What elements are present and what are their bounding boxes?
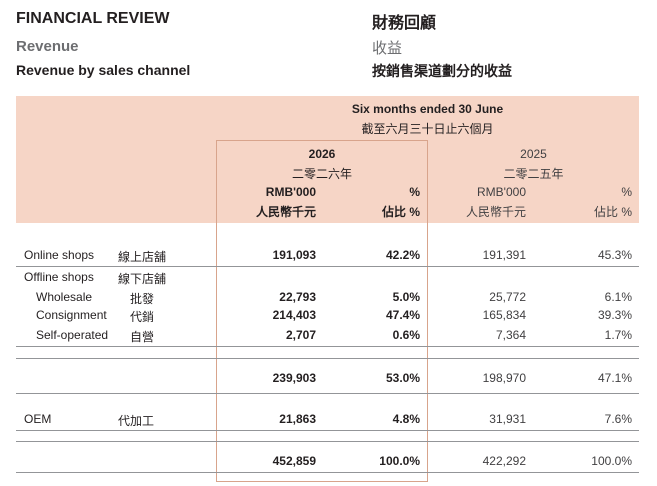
table-header-band: [16, 96, 639, 223]
row-label: Self-operated: [36, 328, 109, 342]
section-title: Revenue: [16, 38, 79, 55]
cell-2025-pct-total: 100.0%: [591, 454, 632, 468]
cell-2025-pct-subtotal: 47.1%: [597, 371, 632, 385]
row-label: Online shops: [24, 248, 95, 262]
row-divider: [16, 346, 639, 347]
cell-2025-value-subtotal: 198,970: [482, 371, 526, 385]
cell-2026-pct: 42.2%: [385, 248, 420, 262]
cell-2025-value-total: 422,292: [482, 454, 526, 468]
cell-2025-pct: 39.3%: [597, 308, 632, 322]
row-divider: [16, 358, 639, 359]
cell-2026-pct: 0.6%: [392, 328, 420, 342]
row-label-zh: 線下店舖: [118, 272, 167, 286]
cell-2026-value: 22,793: [279, 290, 316, 304]
col-pct-2025: %: [621, 185, 632, 199]
cell-2025-pct: 1.7%: [604, 328, 632, 342]
col-year-2025-zh: 二零二五年: [503, 167, 564, 181]
cell-2026-pct: 47.4%: [385, 308, 420, 322]
current-period-highlight: [216, 140, 428, 482]
col-pct-2026-zh: 佔比 %: [381, 205, 420, 219]
subsection-title-zh: 按銷售渠道劃分的收益: [372, 63, 512, 79]
col-year-2025: 2025: [520, 147, 547, 161]
cell-2026-value: 214,403: [272, 308, 316, 322]
period-heading-zh: 截至六月三十日止六個月: [361, 122, 494, 136]
col-pct-2025-zh: 佔比 %: [593, 205, 632, 219]
cell-2025-pct: 45.3%: [597, 248, 632, 262]
col-unit-2025: RMB'000: [477, 185, 526, 199]
page-title-zh: 財務回顧: [372, 15, 437, 32]
cell-2025-pct: 7.6%: [604, 412, 632, 426]
period-heading: Six months ended 30 June: [351, 102, 504, 116]
subsection-title: Revenue by sales channel: [16, 62, 191, 78]
cell-2026-pct: 5.0%: [392, 290, 420, 304]
row-divider: [16, 430, 639, 431]
cell-2026-value-subtotal: 239,903: [272, 371, 316, 385]
col-year-2026: 2026: [308, 147, 336, 161]
row-divider: [16, 472, 639, 473]
row-label: Consignment: [36, 308, 107, 322]
col-pct-2026: %: [409, 185, 420, 199]
cell-2026-value: 191,093: [272, 248, 316, 262]
row-label: Offline shops: [24, 270, 94, 284]
cell-2026-pct-total: 100.0%: [379, 454, 420, 468]
row-divider: [16, 441, 639, 442]
cell-2025-pct: 6.1%: [604, 290, 632, 304]
row-divider: [16, 266, 639, 267]
page-title: FINANCIAL REVIEW: [16, 10, 170, 27]
row-label: OEM: [24, 412, 52, 426]
col-unit-2026-zh: 人民幣千元: [255, 205, 316, 219]
row-label-zh: 線上店舖: [118, 250, 167, 264]
col-year-2026-zh: 二零二六年: [291, 167, 352, 181]
row-label-zh: 代銷: [130, 310, 155, 324]
col-unit-2026: RMB'000: [265, 185, 316, 199]
cell-2026-value: 2,707: [285, 328, 316, 342]
section-title-zh: 收益: [372, 40, 403, 57]
cell-2026-value-total: 452,859: [272, 454, 316, 468]
row-label: Wholesale: [36, 290, 93, 304]
col-unit-2025-zh: 人民幣千元: [465, 205, 526, 219]
cell-2025-value: 31,931: [489, 412, 526, 426]
cell-2025-value: 7,364: [495, 328, 526, 342]
row-label-zh: 代加工: [118, 414, 155, 428]
cell-2026-value: 21,863: [279, 412, 316, 426]
cell-2025-value: 165,834: [482, 308, 526, 322]
cell-2026-pct-subtotal: 53.0%: [385, 371, 420, 385]
cell-2025-value: 191,391: [482, 248, 526, 262]
row-label-zh: 自營: [130, 330, 155, 344]
row-divider: [16, 393, 639, 394]
row-label-zh: 批發: [130, 292, 155, 306]
cell-2026-pct: 4.8%: [392, 412, 420, 426]
cell-2025-value: 25,772: [489, 290, 526, 304]
